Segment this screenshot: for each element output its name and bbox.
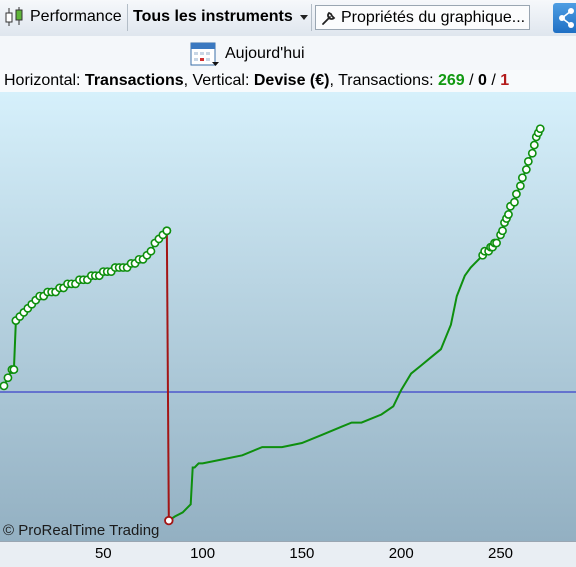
- copyright-text: © ProRealTime Trading: [3, 522, 160, 539]
- trade-point: [529, 140, 539, 150]
- x-tick-label: 100: [190, 545, 216, 562]
- transactions-total: 269: [437, 72, 465, 89]
- info-bar: Horizontal: Transactions, Vertical: Devi…: [0, 70, 576, 92]
- instruments-label: Tous les instruments: [133, 8, 293, 25]
- instruments-dropdown[interactable]: Tous les instruments: [133, 3, 311, 31]
- trade-point: [3, 373, 13, 383]
- x-tick-label: 50: [94, 545, 112, 562]
- trade-point: [0, 381, 9, 391]
- losing-trade-line: [165, 230, 170, 521]
- trade-point: [512, 189, 521, 199]
- today-button[interactable]: Aujourd'hui: [190, 40, 305, 68]
- trade-point: [162, 226, 172, 236]
- trade-point: [498, 226, 507, 236]
- calendar-icon: [190, 42, 219, 66]
- transactions-loss: 1: [500, 72, 510, 89]
- plot-background: [0, 92, 576, 541]
- horizontal-value: Transactions: [84, 72, 184, 89]
- trade-point: [9, 365, 19, 374]
- chart-properties-label: Propriétés du graphique...: [341, 8, 526, 26]
- x-axis: [0, 541, 576, 567]
- trade-point: [510, 197, 519, 207]
- vertical-value: Devise (€): [253, 72, 330, 89]
- horizontal-label: Horizontal:: [4, 72, 85, 89]
- separator: /: [464, 72, 479, 89]
- x-tick-label: 150: [289, 545, 315, 562]
- vertical-label: , Vertical:: [183, 72, 254, 89]
- chevron-down-icon: [299, 15, 308, 20]
- trade-point: [535, 124, 545, 134]
- losing-trade-point: [164, 515, 174, 526]
- share-icon: [559, 8, 574, 28]
- equity-chart: [0, 92, 576, 541]
- x-tick-label: 250: [488, 545, 514, 562]
- share-button[interactable]: [553, 3, 576, 33]
- performance-label: Performance: [30, 8, 122, 25]
- toolbar: Performance Tous les instruments Proprié…: [0, 0, 576, 37]
- trade-point: [517, 173, 527, 183]
- transactions-label: , Transactions:: [329, 72, 438, 89]
- trade-point: [523, 156, 533, 166]
- trade-point: [146, 246, 156, 256]
- x-tick-label: 200: [388, 545, 414, 562]
- trade-point: [492, 238, 501, 248]
- transactions-zero: 0: [478, 72, 487, 89]
- wrench-icon: [322, 11, 336, 25]
- candlestick-icon: [5, 7, 23, 26]
- trade-point: [515, 181, 525, 191]
- trade-point: [527, 148, 537, 158]
- toolbar-divider: [127, 4, 128, 31]
- today-label: Aujourd'hui: [225, 45, 305, 62]
- separator: /: [486, 72, 501, 89]
- trade-point: [504, 210, 513, 219]
- date-bar: [0, 36, 576, 70]
- performance-button[interactable]: Performance: [3, 3, 122, 31]
- toolbar-divider: [311, 4, 312, 31]
- trade-point: [521, 165, 531, 174]
- chart-properties-button[interactable]: Propriétés du graphique...: [315, 5, 531, 30]
